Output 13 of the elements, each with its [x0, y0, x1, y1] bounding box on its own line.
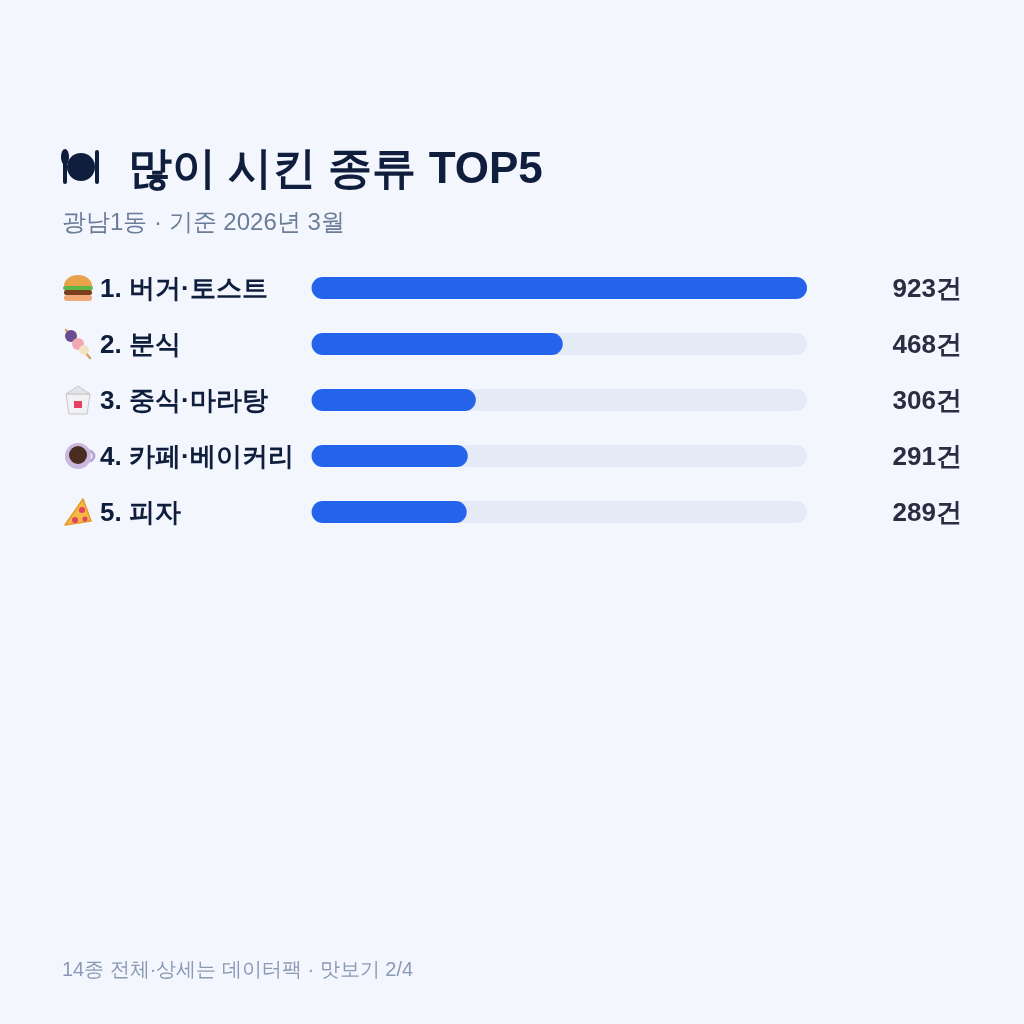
data-label: 306건 — [892, 385, 962, 415]
data-label: 291건 — [892, 441, 962, 471]
chart-subtitle: 광남1동 · 기준 2026년 3월 — [62, 208, 345, 235]
data-label: 923건 — [892, 273, 962, 303]
text: 14종 전체·상세는 데이터팩 · 맛보기 2/4 — [62, 958, 414, 980]
y-tick-label: 2. 분식 — [100, 329, 181, 359]
chart-title: 많이 시킨 종류 TOP5 — [128, 143, 543, 192]
y-tick-label: 4. 카페·베이커리 — [100, 441, 294, 471]
data-label: 468건 — [892, 329, 962, 359]
data-label: 289건 — [892, 497, 962, 527]
y-tick-label: 1. 버거·토스트 — [100, 273, 268, 303]
y-tick-label: 5. 피자 — [100, 497, 181, 527]
y-tick-label: 3. 중식·마라탕 — [100, 385, 268, 415]
